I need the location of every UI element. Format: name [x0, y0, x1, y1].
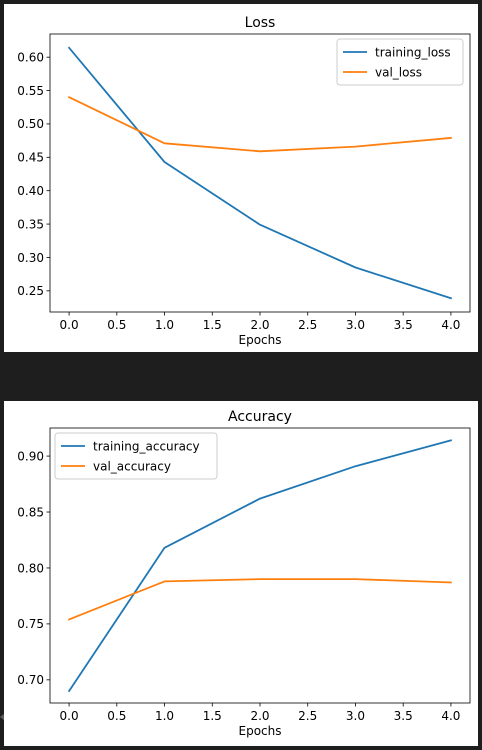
x-tick-label: 3.0 — [346, 709, 365, 723]
series-line-val-accuracy — [67, 578, 452, 621]
y-tick-label: 0.60 — [17, 50, 44, 64]
x-tick-label: 0.0 — [60, 709, 79, 723]
y-tick-label: 0.85 — [17, 505, 44, 519]
legend-label: training_accuracy — [93, 439, 200, 453]
x-tick-label: 3.5 — [394, 709, 413, 723]
loss-figure: Loss 0.0 0.5 1.0 1.5 2.0 2.5 3.0 3.5 4.0 0.25 0.30 0… — [4, 4, 478, 352]
y-tick-label: 0.90 — [17, 449, 44, 463]
legend-box — [336, 38, 464, 86]
y-tick-label: 0.35 — [17, 217, 44, 231]
y-tick-label: 0.40 — [17, 184, 44, 198]
accuracy-figure: Accuracy 0.0 0.5 1.0 1.5 2.0 2.5 3.0 3.5 4.0 0.70 0… — [4, 401, 478, 746]
x-axis-label: Epochs — [239, 724, 282, 738]
x-tick-label: 4.0 — [441, 709, 460, 723]
x-tick-label: 2.0 — [250, 709, 269, 723]
x-tick-label: 1.0 — [155, 709, 174, 723]
series-line-training-accuracy — [67, 439, 453, 693]
y-tick-label: 0.70 — [17, 673, 44, 687]
y-tick-label: 0.55 — [17, 84, 44, 98]
chart-title: Accuracy — [228, 409, 292, 425]
y-tick-label: 0.80 — [17, 561, 44, 575]
y-tick-label: 0.75 — [17, 617, 44, 631]
x-axis-label: Epochs — [239, 333, 282, 347]
legend-box — [54, 432, 218, 480]
series-line-val-loss — [67, 95, 452, 153]
y-tick-label: 0.30 — [17, 251, 44, 265]
x-tick-label: 4.0 — [441, 318, 460, 332]
legend-label: val_loss — [375, 65, 422, 79]
series-line-training-loss — [67, 46, 453, 300]
x-tick-label: 2.0 — [250, 318, 269, 332]
collapse-arrow-icon[interactable] — [0, 713, 5, 721]
y-tick-label: 0.50 — [17, 117, 44, 131]
chart-title: Loss — [245, 15, 276, 31]
accuracy-chart: Accuracy 0.0 0.5 1.0 1.5 2.0 2.5 3.0 3.5 4.0 0.70 0… — [17, 409, 471, 738]
y-tick-label: 0.25 — [17, 284, 44, 298]
x-tick-label: 0.5 — [107, 709, 126, 723]
x-tick-label: 2.5 — [298, 709, 317, 723]
x-tick-label: 3.0 — [346, 318, 365, 332]
x-tick-label: 2.5 — [298, 318, 317, 332]
x-tick-label: 1.0 — [155, 318, 174, 332]
y-tick-label: 0.45 — [17, 151, 44, 165]
x-tick-label: 0.0 — [60, 318, 79, 332]
loss-chart: Loss 0.0 0.5 1.0 1.5 2.0 2.5 3.0 3.5 4.0 0.25 0.30 0… — [17, 15, 471, 347]
x-tick-label: 3.5 — [394, 318, 413, 332]
x-tick-label: 1.5 — [203, 318, 222, 332]
x-tick-label: 1.5 — [203, 709, 222, 723]
legend-label: training_loss — [375, 45, 451, 59]
x-tick-label: 0.5 — [107, 318, 126, 332]
output-divider — [0, 352, 482, 721]
legend-label: val_accuracy — [93, 459, 171, 473]
